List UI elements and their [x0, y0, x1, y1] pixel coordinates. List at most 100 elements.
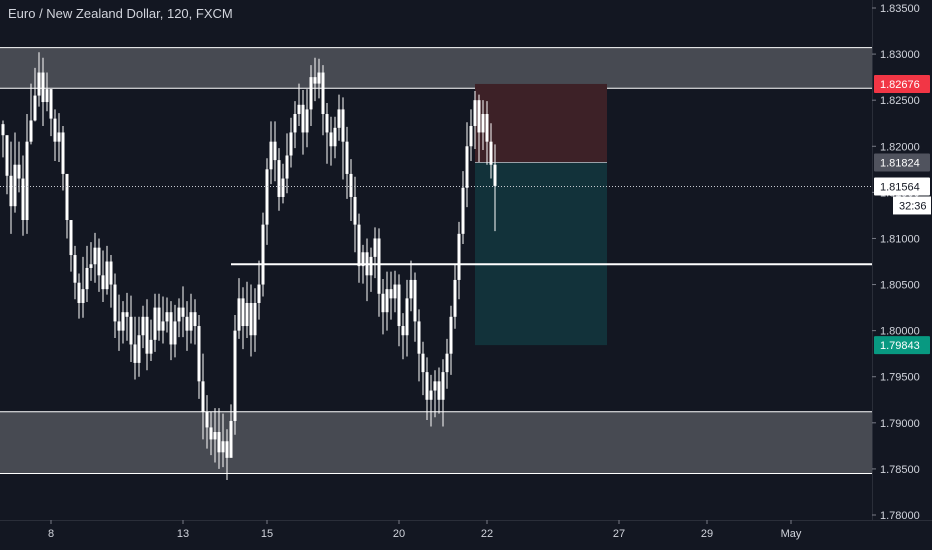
price-tick-label: 1.78500	[880, 464, 920, 476]
time-tick-label: 22	[481, 528, 493, 540]
candle-body	[113, 284, 117, 322]
candle-body	[125, 312, 129, 317]
candle-body	[81, 289, 85, 303]
candle-body	[153, 307, 157, 340]
time-tick-label: 15	[261, 528, 273, 540]
candle-body	[117, 321, 121, 331]
candle-body	[245, 302, 249, 327]
candle-body	[181, 307, 185, 317]
candle-body	[189, 312, 193, 331]
zones-layer	[0, 47, 872, 475]
candle-body	[473, 100, 477, 126]
candle-body	[109, 261, 113, 285]
candle-body	[421, 353, 425, 373]
take-profit-zone	[475, 162, 607, 346]
candle-body	[265, 169, 269, 225]
time-tick-label: 27	[613, 528, 625, 540]
time-tick-label: 29	[701, 528, 713, 540]
lines-layer	[0, 185, 872, 266]
entry-price-label-text: 1.81824	[880, 157, 920, 169]
stop-price-label-text: 1.82676	[880, 79, 920, 91]
candle-body	[65, 173, 69, 221]
price-tick-label: 1.82000	[880, 141, 920, 153]
candle-body	[105, 261, 109, 290]
candle-body	[145, 316, 149, 354]
candle-body	[389, 289, 393, 299]
candle-body	[57, 132, 61, 142]
candle-body	[85, 267, 89, 290]
candle-body	[429, 390, 433, 400]
candle-body	[489, 141, 493, 165]
candle-body	[61, 132, 65, 174]
candle-body	[77, 282, 81, 303]
candle-body	[281, 178, 285, 197]
candle-body	[177, 307, 181, 322]
support-zone	[0, 411, 872, 474]
candle-body	[53, 118, 57, 142]
candle-body	[257, 284, 261, 303]
candle-body	[269, 141, 273, 170]
candle-body	[293, 114, 297, 133]
candle-body	[465, 146, 469, 188]
candle-body	[321, 72, 325, 115]
candle-body	[277, 160, 281, 197]
candle-body	[361, 252, 365, 267]
candle-body	[329, 132, 333, 147]
time-axis-panel	[0, 520, 932, 550]
price-tick-label: 1.80500	[880, 280, 920, 292]
price-tick-label: 1.78000	[880, 510, 920, 522]
candle-body	[213, 432, 217, 440]
candle-body	[201, 381, 205, 412]
price-tick-label: 1.83500	[880, 3, 920, 15]
candle-body	[325, 114, 329, 133]
candle-body	[457, 233, 461, 280]
candle-body	[285, 155, 289, 179]
price-tick-label: 1.80000	[880, 326, 920, 338]
candle-body	[385, 289, 389, 313]
candle-body	[17, 164, 21, 179]
candle-body	[249, 302, 253, 336]
candle-body	[5, 135, 9, 176]
candle-body	[353, 196, 357, 225]
stop-loss-zone	[475, 83, 607, 163]
time-tick-label: 20	[393, 528, 405, 540]
candle-body	[1, 124, 5, 136]
candle-body	[417, 321, 421, 354]
candle-body	[49, 89, 53, 119]
candle-body	[33, 95, 37, 121]
candle-body	[425, 372, 429, 400]
candle-body	[89, 264, 93, 268]
price-tick-label: 1.81000	[880, 233, 920, 245]
candle-body	[397, 284, 401, 327]
current-price-label-text: 1.81564	[880, 181, 920, 193]
resistance-zone	[0, 47, 872, 89]
candle-body	[377, 238, 381, 294]
candle-body	[401, 326, 405, 336]
candle-body	[41, 72, 45, 103]
candle-body	[225, 441, 229, 458]
countdown-box	[893, 196, 931, 215]
entry-price-label-box	[874, 153, 930, 172]
candle-body	[221, 441, 225, 453]
candle-body	[241, 298, 245, 327]
candle-body	[133, 344, 137, 363]
candle-body	[165, 312, 169, 322]
candle-body	[477, 100, 481, 133]
candle-body	[93, 247, 97, 265]
candle-body	[137, 335, 141, 363]
candle-body	[433, 381, 437, 391]
candle-body	[469, 125, 473, 147]
target-price-label-box	[874, 336, 930, 355]
candle-body	[233, 330, 237, 421]
candle-body	[129, 316, 133, 345]
candle-body	[313, 77, 317, 84]
candle-body	[333, 127, 337, 147]
candle-body	[493, 164, 497, 186]
candle-body	[409, 279, 413, 299]
stop-price-label-box	[874, 74, 930, 93]
candle-body	[21, 178, 25, 221]
position-tool[interactable]	[475, 83, 607, 346]
candle-body	[69, 220, 73, 256]
